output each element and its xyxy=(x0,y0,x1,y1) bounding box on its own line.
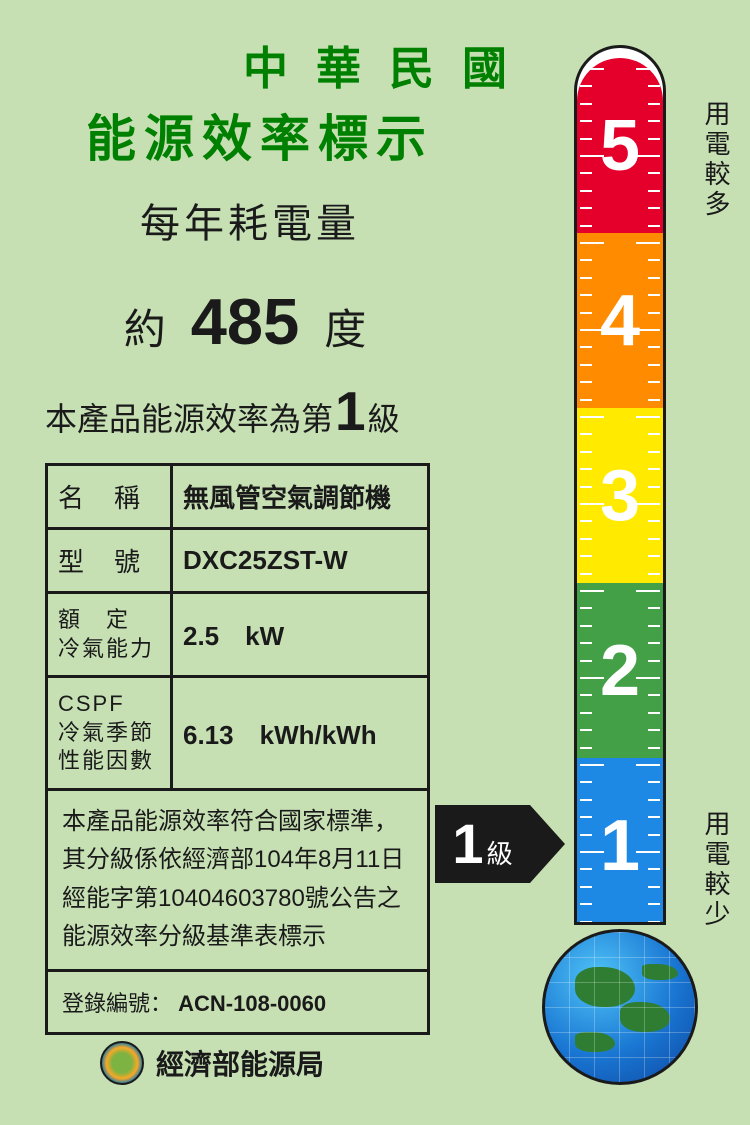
table-row: CSPF冷氣季節性能因數 6.13 kWh/kWh xyxy=(47,677,429,790)
kwh-unit: 度 xyxy=(324,296,366,357)
spec-label-cspf: CSPF冷氣季節性能因數 xyxy=(47,677,172,790)
bureau-logo-icon xyxy=(100,1041,144,1085)
thermometer-tube: 5 4 3 2 1 xyxy=(574,45,666,925)
grade-prefix: 本產品能源效率為第 xyxy=(45,394,333,440)
label-more-electricity: 用電較多 xyxy=(698,100,735,220)
thermo-segment-3: 3 xyxy=(577,408,663,583)
kwh-value: 485 xyxy=(191,284,299,359)
spec-label-capacity: 額 定冷氣能力 xyxy=(47,593,172,677)
thermo-segment-4: 4 xyxy=(577,233,663,408)
bureau-name: 經濟部能源局 xyxy=(156,1043,324,1083)
registration-label: 登錄編號： xyxy=(62,991,172,1016)
registration-value: ACN-108-0060 xyxy=(178,991,326,1016)
compliance-text: 本產品能源效率符合國家標準，其分級係依經濟部104年8月11日經能字第10404… xyxy=(45,791,430,972)
table-row: 額 定冷氣能力 2.5 kW xyxy=(47,593,429,677)
grade-number: 1 xyxy=(335,379,366,443)
thermo-segment-5: 5 xyxy=(577,58,663,233)
arrow-grade-number: 1 xyxy=(452,811,483,876)
grade-suffix: 級 xyxy=(368,394,400,440)
arrow-head-icon xyxy=(530,805,565,883)
approx-label: 約 xyxy=(124,296,166,357)
spec-value-cspf: 6.13 kWh/kWh xyxy=(172,677,429,790)
spec-value-name: 無風管空氣調節機 xyxy=(172,465,429,529)
label-less-electricity: 用電較少 xyxy=(698,810,735,930)
arrow-grade-suffix: 級 xyxy=(487,834,513,871)
thermometer: 5 4 3 2 1 xyxy=(560,45,680,1085)
table-row: 型 號 DXC25ZST-W xyxy=(47,529,429,593)
spec-value-capacity: 2.5 kW xyxy=(172,593,429,677)
spec-table: 名 稱 無風管空氣調節機 型 號 DXC25ZST-W 額 定冷氣能力 2.5 … xyxy=(45,463,430,791)
spec-value-model: DXC25ZST-W xyxy=(172,529,429,593)
registration-row: 登錄編號： ACN-108-0060 xyxy=(45,972,430,1035)
thermo-segment-2: 2 xyxy=(577,583,663,758)
globe-icon xyxy=(542,929,698,1085)
spec-label-model: 型 號 xyxy=(47,529,172,593)
footer: 經濟部能源局 xyxy=(100,1041,324,1085)
thermo-segment-1: 1 xyxy=(577,758,663,925)
spec-label-name: 名 稱 xyxy=(47,465,172,529)
table-row: 名 稱 無風管空氣調節機 xyxy=(47,465,429,529)
arrow-body: 1 級 xyxy=(435,805,530,883)
grade-arrow: 1 級 xyxy=(435,805,565,883)
